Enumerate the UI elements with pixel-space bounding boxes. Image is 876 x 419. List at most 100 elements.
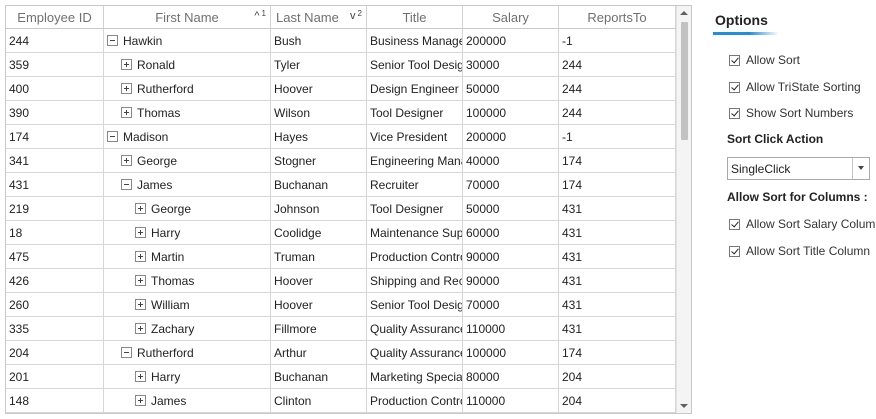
cell-employee-id[interactable]: 359 xyxy=(6,53,104,76)
table-row[interactable]: 174 Madison Hayes Vice President 200000 -1 xyxy=(6,125,676,149)
column-header-last-name[interactable]: Last Name v 2 xyxy=(271,6,367,28)
cell-employee-id[interactable]: 204 xyxy=(6,341,104,364)
cell-employee-id[interactable]: 219 xyxy=(6,197,104,220)
cell-first-name[interactable]: George xyxy=(104,149,271,172)
allow-sort-salary-checkbox[interactable]: Allow Sort Salary Column xyxy=(729,217,876,231)
cell-salary[interactable]: 50000 xyxy=(463,197,559,220)
cell-last-name[interactable]: Bush xyxy=(271,29,367,52)
cell-title[interactable]: Tool Designer xyxy=(367,101,463,124)
cell-first-name[interactable]: James xyxy=(104,389,271,412)
cell-salary[interactable]: 200000 xyxy=(463,29,559,52)
expand-icon[interactable] xyxy=(135,299,146,310)
expand-icon[interactable] xyxy=(135,275,146,286)
table-row[interactable]: 475 Martin Truman Production Control 90000 43… xyxy=(6,245,676,269)
cell-last-name[interactable]: Fillmore xyxy=(271,317,367,340)
cell-first-name[interactable]: Rutherford xyxy=(104,341,271,364)
cell-salary[interactable]: 110000 xyxy=(463,317,559,340)
cell-last-name[interactable]: Wilson xyxy=(271,101,367,124)
cell-title[interactable]: Quality Assurance xyxy=(367,317,463,340)
cell-last-name[interactable]: Hoover xyxy=(271,293,367,316)
scroll-thumb[interactable] xyxy=(681,22,688,140)
cell-first-name[interactable]: Madison xyxy=(104,125,271,148)
allow-sort-checkbox[interactable]: Allow Sort xyxy=(729,53,800,67)
cell-employee-id[interactable]: 341 xyxy=(6,149,104,172)
cell-title[interactable]: Senior Tool Designer xyxy=(367,293,463,316)
sort-click-action-select[interactable]: SingleClick xyxy=(727,157,870,180)
cell-first-name[interactable]: Hawkin xyxy=(104,29,271,52)
cell-employee-id[interactable]: 475 xyxy=(6,245,104,268)
cell-first-name[interactable]: William xyxy=(104,293,271,316)
cell-title[interactable]: Production Control xyxy=(367,389,463,412)
cell-first-name[interactable]: Thomas xyxy=(104,269,271,292)
cell-reports-to[interactable]: 431 xyxy=(559,245,676,268)
column-header-first-name[interactable]: First Name ^ 1 xyxy=(104,6,271,28)
cell-reports-to[interactable]: 244 xyxy=(559,77,676,100)
cell-salary[interactable]: 70000 xyxy=(463,173,559,196)
cell-title[interactable]: Production Control xyxy=(367,245,463,268)
cell-salary[interactable]: 90000 xyxy=(463,269,559,292)
checkbox-checked-icon[interactable] xyxy=(729,245,740,257)
collapse-icon[interactable] xyxy=(107,131,118,142)
cell-employee-id[interactable]: 148 xyxy=(6,389,104,412)
cell-title[interactable]: Vice President xyxy=(367,125,463,148)
cell-reports-to[interactable]: 431 xyxy=(559,197,676,220)
expand-icon[interactable] xyxy=(121,107,132,118)
cell-reports-to[interactable]: 204 xyxy=(559,389,676,412)
cell-employee-id[interactable]: 260 xyxy=(6,293,104,316)
column-header-title[interactable]: Title xyxy=(367,6,463,28)
cell-salary[interactable]: 110000 xyxy=(463,389,559,412)
cell-employee-id[interactable]: 426 xyxy=(6,269,104,292)
cell-reports-to[interactable]: -1 xyxy=(559,125,676,148)
scroll-up-icon[interactable] xyxy=(680,11,688,15)
cell-first-name[interactable]: James xyxy=(104,173,271,196)
cell-salary[interactable]: 100000 xyxy=(463,341,559,364)
cell-reports-to[interactable]: 174 xyxy=(559,173,676,196)
cell-last-name[interactable]: Johnson xyxy=(271,197,367,220)
cell-reports-to[interactable]: -1 xyxy=(559,29,676,52)
cell-title[interactable]: Engineering Manager xyxy=(367,149,463,172)
cell-title[interactable]: Marketing Specialist xyxy=(367,365,463,388)
table-row[interactable]: 390 Thomas Wilson Tool Designer 100000 244 xyxy=(6,101,676,125)
cell-first-name[interactable]: Martin xyxy=(104,245,271,268)
cell-last-name[interactable]: Hoover xyxy=(271,77,367,100)
cell-employee-id[interactable]: 335 xyxy=(6,317,104,340)
cell-first-name[interactable]: Harry xyxy=(104,221,271,244)
cell-title[interactable]: Quality Assurance xyxy=(367,341,463,364)
vertical-scrollbar[interactable] xyxy=(676,6,691,413)
expand-icon[interactable] xyxy=(135,251,146,262)
expand-icon[interactable] xyxy=(121,155,132,166)
cell-title[interactable]: Shipping and Receiving xyxy=(367,269,463,292)
cell-salary[interactable]: 30000 xyxy=(463,53,559,76)
cell-last-name[interactable]: Stogner xyxy=(271,149,367,172)
cell-title[interactable]: Senior Tool Designer xyxy=(367,53,463,76)
cell-title[interactable]: Business Manager xyxy=(367,29,463,52)
cell-reports-to[interactable]: 174 xyxy=(559,149,676,172)
cell-reports-to[interactable]: 174 xyxy=(559,341,676,364)
checkbox-checked-icon[interactable] xyxy=(729,218,740,230)
cell-last-name[interactable]: Truman xyxy=(271,245,367,268)
cell-first-name[interactable]: Ronald xyxy=(104,53,271,76)
cell-employee-id[interactable]: 174 xyxy=(6,125,104,148)
checkbox-checked-icon[interactable] xyxy=(729,107,740,119)
checkbox-checked-icon[interactable] xyxy=(729,81,740,93)
cell-salary[interactable]: 50000 xyxy=(463,77,559,100)
cell-reports-to[interactable]: 204 xyxy=(559,365,676,388)
cell-last-name[interactable]: Buchanan xyxy=(271,365,367,388)
cell-last-name[interactable]: Clinton xyxy=(271,389,367,412)
cell-title[interactable]: Design Engineer xyxy=(367,77,463,100)
expand-icon[interactable] xyxy=(135,323,146,334)
table-row[interactable]: 335 Zachary Fillmore Quality Assurance 11000… xyxy=(6,317,676,341)
cell-first-name[interactable]: Zachary xyxy=(104,317,271,340)
cell-employee-id[interactable]: 201 xyxy=(6,365,104,388)
cell-reports-to[interactable]: 431 xyxy=(559,317,676,340)
collapse-icon[interactable] xyxy=(107,35,118,46)
table-row[interactable]: 204 Rutherford Arthur Quality Assurance 1000… xyxy=(6,341,676,365)
cell-title[interactable]: Recruiter xyxy=(367,173,463,196)
cell-employee-id[interactable]: 400 xyxy=(6,77,104,100)
cell-employee-id[interactable]: 18 xyxy=(6,221,104,244)
table-row[interactable]: 431 James Buchanan Recruiter 70000 174 xyxy=(6,173,676,197)
